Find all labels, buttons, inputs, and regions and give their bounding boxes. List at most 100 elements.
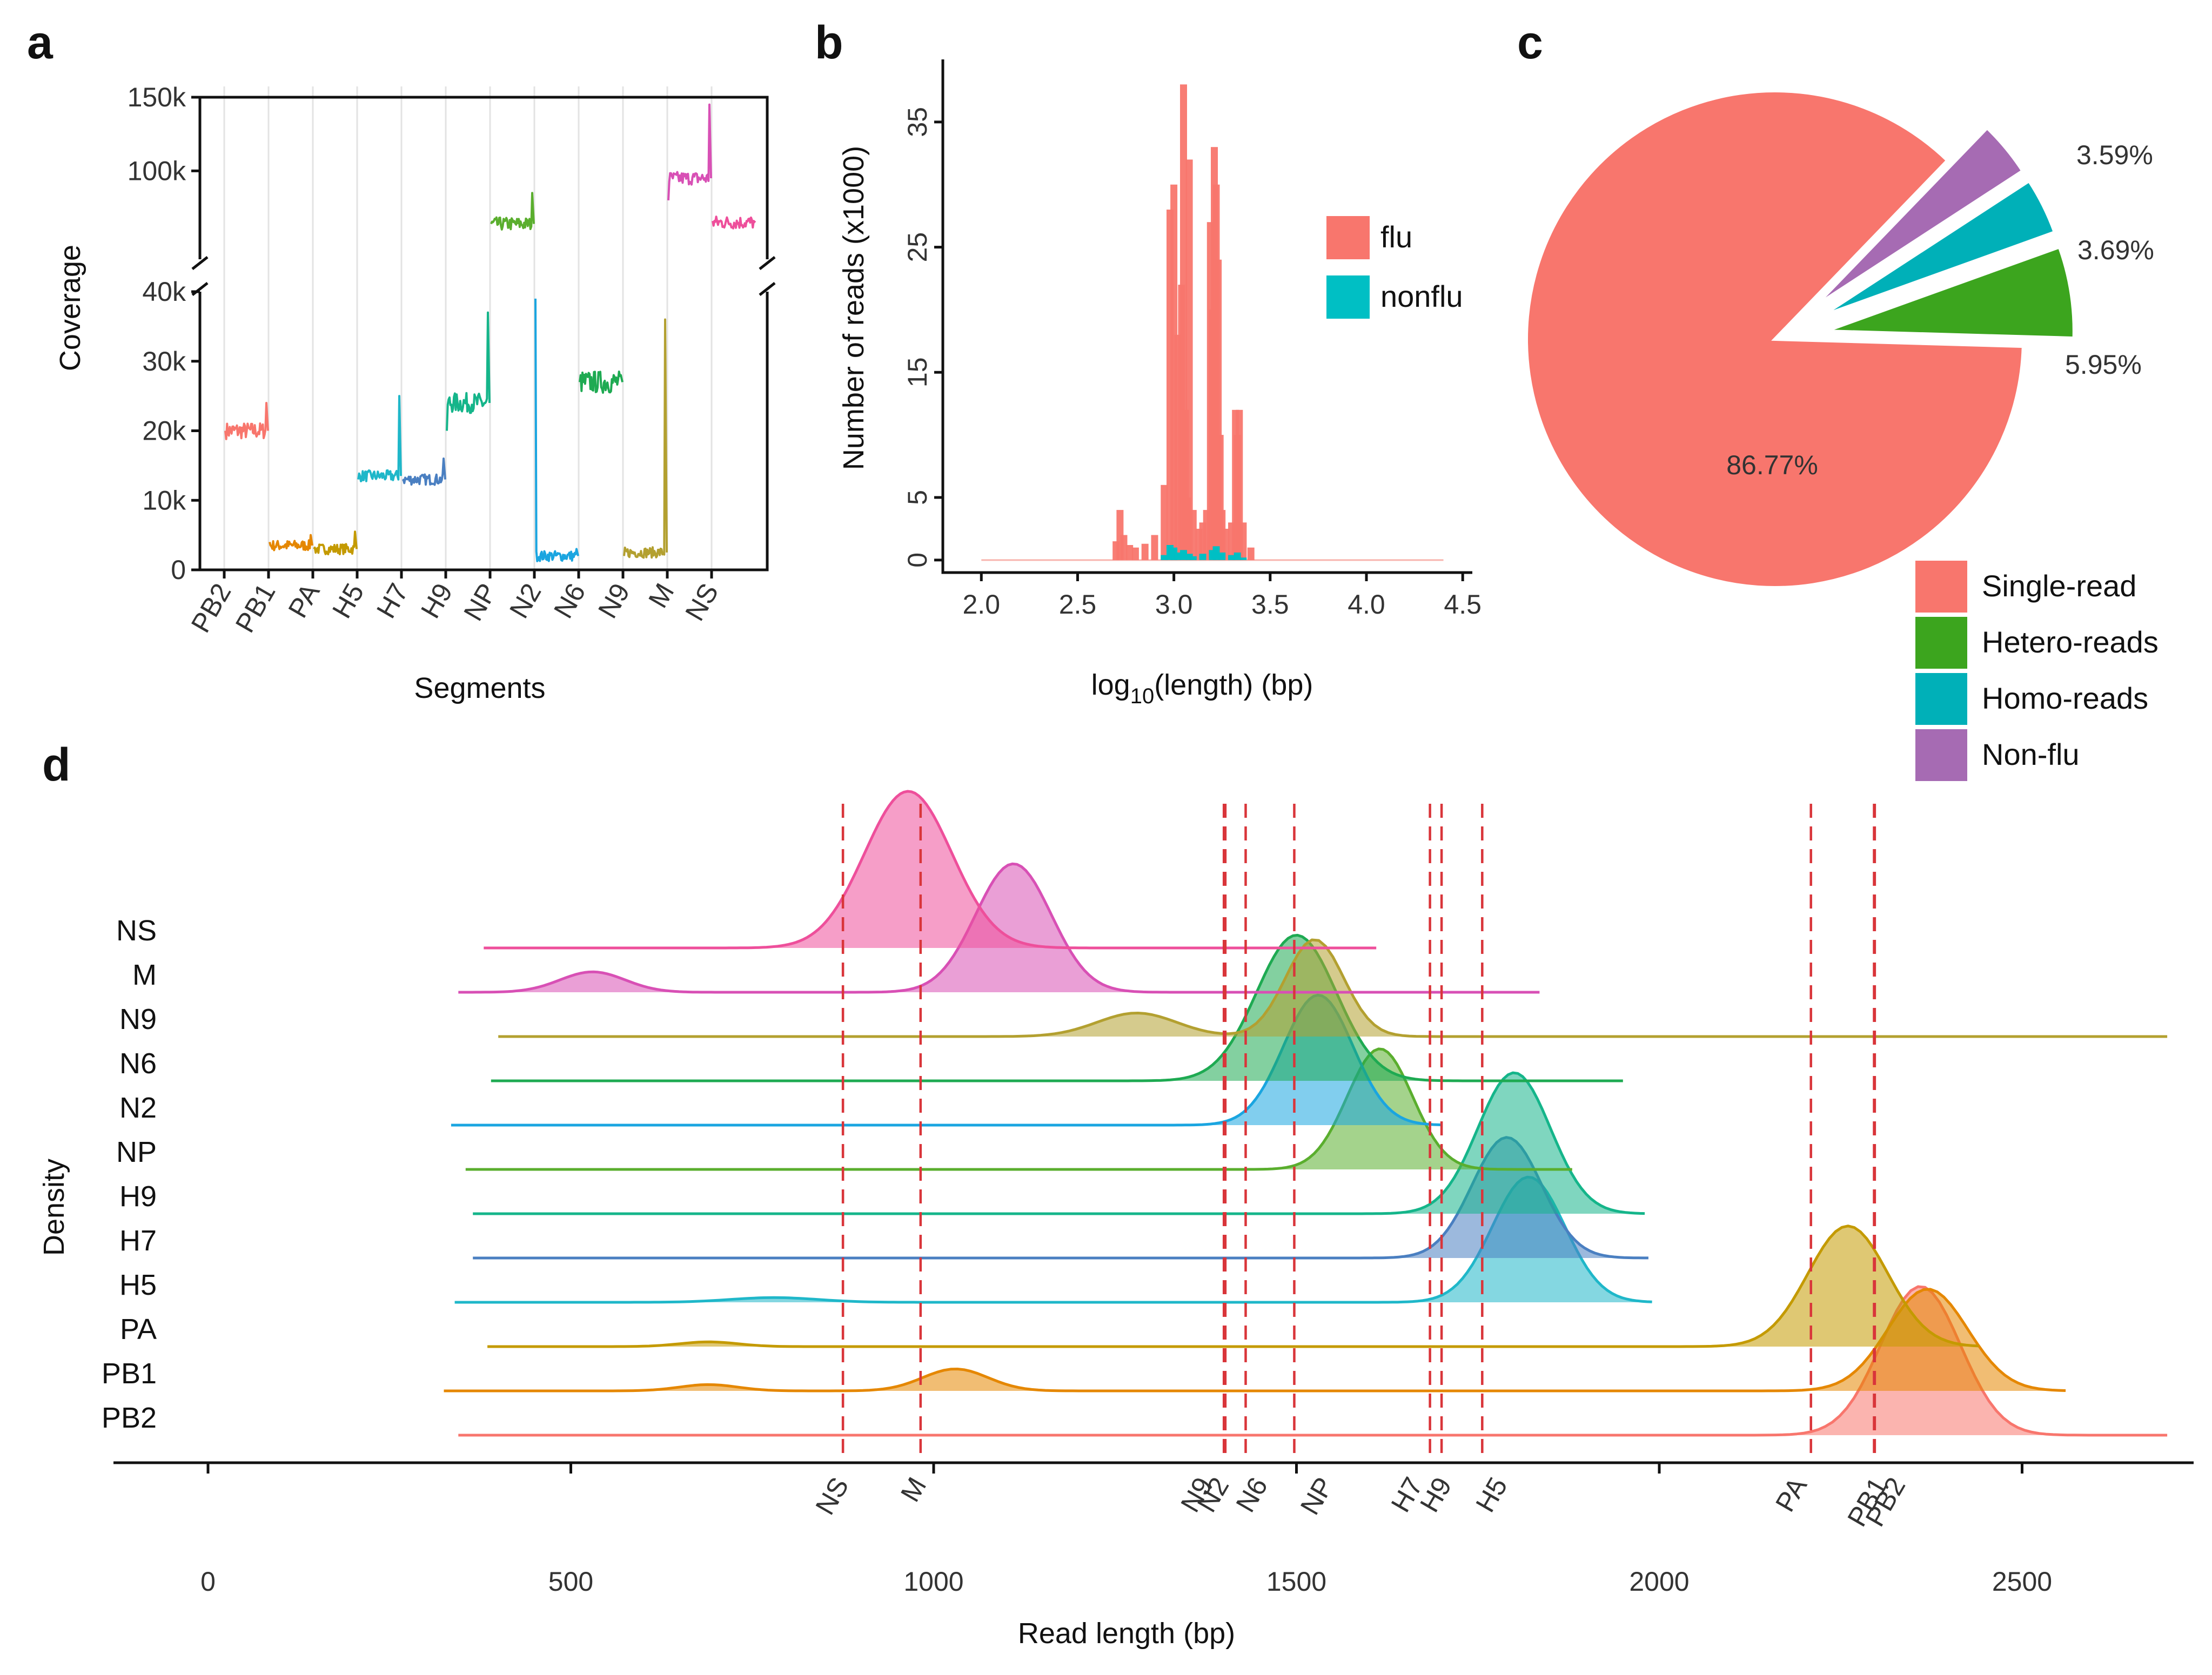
panel-a-axis-break-left bbox=[191, 256, 209, 296]
panel-a-x-tick-label: H5 bbox=[326, 578, 370, 623]
panel-a-coverage-pa bbox=[313, 530, 358, 555]
panel-b-x-title-log: log bbox=[1091, 669, 1130, 701]
panel-d-row-label-h9: H9 bbox=[119, 1180, 157, 1213]
panel-d-row-label-ns: NS bbox=[116, 914, 157, 947]
panel-c-chart: 86.77% 5.95% 3.69% 3.59% Single-read Hetero-… bbox=[1525, 89, 2159, 781]
panel-d-x-tick-label: 1500 bbox=[1266, 1566, 1326, 1597]
panel-c-legend-label-homo-reads: Homo-reads bbox=[1982, 681, 2148, 715]
panel-a-y-tick-label: 150k bbox=[128, 82, 186, 112]
panel-a-coverage-n2 bbox=[534, 298, 579, 562]
panel-b-letter: b bbox=[815, 17, 843, 69]
panel-a-x-tick-label: N2 bbox=[504, 578, 547, 623]
panel-c-slice-non-flu bbox=[1813, 125, 2025, 308]
panel-b-bar-flu bbox=[1189, 510, 1197, 560]
panel-d-row-label-n6: N6 bbox=[119, 1047, 157, 1080]
panel-b-y-axis-title: Number of reads (x1000) bbox=[837, 146, 870, 470]
panel-b-x-tick-label: 3.5 bbox=[1251, 589, 1289, 620]
panel-a-axes bbox=[198, 96, 769, 571]
panel-d-ridge-line-np bbox=[465, 1047, 1572, 1171]
panel-d-y-axis-title: Density bbox=[38, 1159, 70, 1256]
panel-b-bar-flu bbox=[1185, 159, 1193, 560]
panel-d-ridge-line-pa bbox=[487, 1225, 1979, 1348]
panel-b-y-tick-label: 0 bbox=[902, 553, 933, 568]
panel-b-bar-nonflu bbox=[1199, 554, 1206, 560]
panel-d-ridge-fill-h7 bbox=[473, 1137, 1648, 1258]
panel-a-x-tick-label: H9 bbox=[415, 578, 458, 623]
panel-c-slice-label-non-flu: 3.59% bbox=[2076, 140, 2153, 170]
panel-d-reference-label-np: NP bbox=[1295, 1472, 1339, 1520]
panel-a-coverage-n9 bbox=[623, 318, 668, 559]
panel-c-legend-swatch-single-read bbox=[1915, 561, 1967, 613]
panel-b-bar-flu bbox=[1151, 535, 1158, 560]
panel-a-x-tick-label: N6 bbox=[548, 578, 591, 623]
panel-b-bar-nonflu bbox=[1228, 555, 1235, 560]
panel-b-x-tick-label: 2.5 bbox=[1059, 589, 1097, 620]
panel-a-coverage-h5 bbox=[357, 395, 402, 482]
panel-d-ridge-fill-n9 bbox=[498, 940, 2168, 1037]
panel-b-legend-label-nonflu: nonflu bbox=[1380, 279, 1463, 313]
panel-b-chart: 0 5 15 25 35 2.0 2.5 3.0 3.5 4.0 4.5 Number of rea… bbox=[837, 59, 1482, 708]
panel-c-legend-label-hetero-reads: Hetero-reads bbox=[1982, 625, 2159, 659]
panel-d-ridge-line-h5 bbox=[454, 1175, 1652, 1304]
panel-d-ridge-line-h9 bbox=[473, 1071, 1645, 1215]
panel-d-x-tick-label: 2500 bbox=[1992, 1566, 2052, 1597]
panel-a-x-tick-label: M bbox=[642, 578, 680, 613]
panel-d-x-tick-label: 2000 bbox=[1629, 1566, 1689, 1597]
panel-d-row-label-pa: PA bbox=[120, 1313, 157, 1346]
panel-b-x-axis-title: log10(length) (bp) bbox=[1091, 669, 1313, 708]
panel-d-ridge-line-h7 bbox=[473, 1136, 1648, 1260]
panel-d-reference-label-pa: PA bbox=[1769, 1472, 1813, 1517]
panel-a-coverage-m bbox=[667, 103, 712, 200]
panel-a-x-tick-label: PB2 bbox=[185, 578, 237, 638]
panel-d-reference-label-n6: N6 bbox=[1230, 1472, 1273, 1517]
panel-a-y-tick-label: 100k bbox=[128, 156, 186, 186]
panel-d-row-label-np: NP bbox=[116, 1136, 157, 1168]
panel-a-y-tick-label: 0 bbox=[171, 555, 186, 585]
panel-a-x-tick-label: NP bbox=[458, 578, 502, 626]
panel-b-x-title-sub: 10 bbox=[1130, 684, 1155, 708]
panel-c-legend-label-non-flu: Non-flu bbox=[1982, 737, 2080, 771]
panel-b-y-tick-label: 5 bbox=[902, 490, 933, 505]
panel-d-ridge-fill-np bbox=[465, 1048, 1572, 1169]
panel-d-x-axis-title: Read length (bp) bbox=[1018, 1617, 1235, 1650]
panel-d-x-tick-label: 0 bbox=[200, 1566, 216, 1597]
panel-d-ridge-fill-h9 bbox=[473, 1073, 1645, 1214]
panel-b-bar-flu bbox=[1131, 547, 1139, 560]
panel-b-bar-flu bbox=[1161, 485, 1168, 560]
panel-c-slice-hetero-reads bbox=[1825, 245, 2076, 340]
panel-d-ridge-fill-pa bbox=[487, 1226, 1979, 1347]
panel-b-y-tick-label: 35 bbox=[902, 107, 933, 137]
panel-b-bar-nonflu bbox=[1218, 552, 1226, 560]
panel-b-y-tick-label: 25 bbox=[902, 232, 933, 263]
panel-a-y-tick-label: 20k bbox=[142, 416, 186, 446]
panel-d-row-label-pb1: PB1 bbox=[102, 1357, 157, 1390]
panel-d-letter: d bbox=[42, 739, 71, 791]
panel-b-bar-nonflu bbox=[1189, 556, 1197, 560]
panel-a-y-tick-label: 10k bbox=[142, 485, 186, 515]
panel-b-legend-label-flu: flu bbox=[1380, 220, 1412, 254]
panel-d-x-tick-label: 1000 bbox=[903, 1566, 963, 1597]
panel-d-row-label-h5: H5 bbox=[119, 1269, 157, 1301]
panel-d-reference-label-h5: H5 bbox=[1470, 1472, 1513, 1517]
panel-b-bar-flu bbox=[1126, 545, 1134, 560]
panel-c-slice-homo-reads bbox=[1820, 178, 2057, 318]
panel-b-y-tick-label: 15 bbox=[902, 357, 933, 387]
panel-d-row-label-n9: N9 bbox=[119, 1003, 157, 1035]
panel-a-coverage-pb1 bbox=[269, 534, 313, 551]
panel-b-bar-flu bbox=[1247, 547, 1255, 560]
panel-a-coverage-h7 bbox=[401, 458, 446, 486]
panel-d-reference-label-m: M bbox=[895, 1472, 932, 1507]
panel-b-x-tick-label: 4.5 bbox=[1444, 589, 1482, 620]
panel-a-x-tick-label: PB1 bbox=[230, 578, 281, 638]
panel-d-ridge-line-m bbox=[458, 862, 1540, 994]
panel-b-bar-nonflu bbox=[1185, 554, 1193, 560]
panel-d-ridge-fill-pb1 bbox=[444, 1289, 2066, 1391]
panel-d-row-label-pb2: PB2 bbox=[102, 1402, 157, 1434]
panel-c-legend-swatch-hetero-reads bbox=[1915, 617, 1967, 669]
panel-d-ridge-fill-n6 bbox=[491, 935, 1623, 1081]
panel-b-legend-swatch-flu bbox=[1326, 216, 1370, 259]
panel-d-ridge-line-n6 bbox=[491, 933, 1623, 1082]
panel-a-x-axis-title: Segments bbox=[414, 672, 545, 704]
